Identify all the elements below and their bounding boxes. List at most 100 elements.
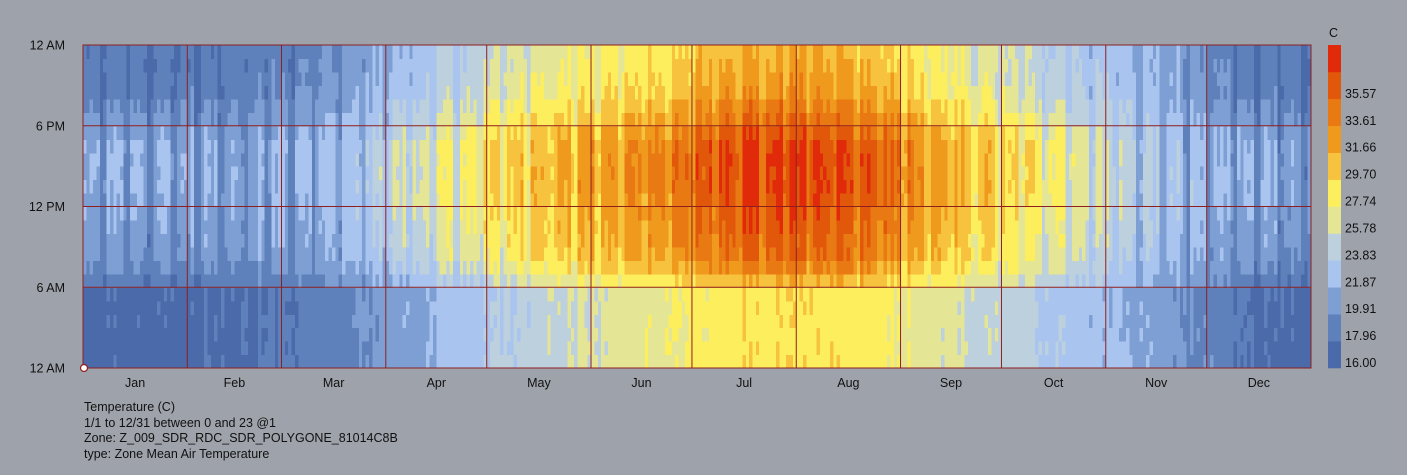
heat-cell xyxy=(560,327,565,342)
heat-cell xyxy=(520,273,525,288)
heat-cell xyxy=(298,58,303,73)
heat-cell xyxy=(217,233,222,248)
heat-cell xyxy=(163,327,168,342)
heat-cell xyxy=(385,193,390,208)
heat-cell xyxy=(574,260,579,275)
heat-cell xyxy=(550,314,555,329)
heat-cell xyxy=(483,71,488,86)
heat-cell xyxy=(597,112,602,127)
heat-cell xyxy=(338,273,343,288)
heat-cell xyxy=(311,354,316,369)
heat-cell xyxy=(466,341,471,356)
heat-cell xyxy=(769,219,774,235)
heat-cell xyxy=(113,193,118,208)
heat-cell xyxy=(328,166,333,181)
heat-cell xyxy=(621,193,626,208)
heat-cell xyxy=(473,71,478,86)
heat-cell xyxy=(594,260,599,275)
heat-cell xyxy=(691,314,696,329)
heat-cell xyxy=(120,219,124,235)
heat-cell xyxy=(702,179,707,194)
heat-cell xyxy=(389,273,394,288)
heat-cell xyxy=(429,219,434,235)
heat-cell xyxy=(389,341,394,356)
heat-cell xyxy=(496,85,501,100)
heat-cell xyxy=(402,206,407,221)
heat-cell xyxy=(308,219,313,235)
heat-cell xyxy=(513,273,518,288)
heat-cell xyxy=(399,166,404,181)
heat-cell xyxy=(759,98,764,113)
heat-cell xyxy=(355,287,360,302)
heat-cell xyxy=(321,152,326,167)
heat-cell xyxy=(190,98,195,113)
heat-cell xyxy=(597,45,602,60)
heat-cell xyxy=(678,314,683,329)
heat-cell xyxy=(493,98,498,113)
heat-cell xyxy=(264,233,269,248)
heat-cell xyxy=(665,71,669,86)
heat-cell xyxy=(247,327,252,342)
heat-cell xyxy=(419,233,424,248)
heat-cell xyxy=(241,139,246,154)
heat-cell xyxy=(247,341,252,356)
heat-cell xyxy=(442,98,447,113)
heat-cell xyxy=(611,246,616,261)
heat-cell xyxy=(379,152,384,167)
heat-cell xyxy=(237,233,242,248)
heat-cell xyxy=(772,45,777,60)
heat-cell xyxy=(234,341,239,356)
heat-cell xyxy=(439,260,444,275)
heat-cell xyxy=(725,206,730,221)
heat-cell xyxy=(577,260,582,275)
heat-cell xyxy=(113,58,118,73)
heat-cell xyxy=(641,246,646,261)
heat-cell xyxy=(779,354,784,369)
heat-cell xyxy=(665,300,669,315)
heat-cell xyxy=(405,246,410,261)
heat-cell xyxy=(500,71,505,86)
heat-cell xyxy=(416,71,421,86)
heat-cell xyxy=(358,179,363,194)
heat-cell xyxy=(244,125,249,140)
heat-cell xyxy=(490,341,495,356)
heat-cell xyxy=(527,273,532,288)
heat-cell xyxy=(412,273,417,288)
heat-cell xyxy=(665,166,669,181)
heat-cell xyxy=(547,152,552,167)
heat-cell xyxy=(554,327,558,342)
heat-cell xyxy=(762,341,767,356)
heat-cell xyxy=(436,354,441,369)
heat-cell xyxy=(597,71,602,86)
heat-cell xyxy=(665,246,669,261)
heat-cell xyxy=(244,233,249,248)
heat-cell xyxy=(577,246,582,261)
heat-cell xyxy=(335,341,340,356)
heat-cell xyxy=(422,45,427,60)
heat-cell xyxy=(183,71,188,86)
heat-cell xyxy=(308,152,313,167)
heat-cell xyxy=(214,219,219,235)
heat-cell xyxy=(123,125,128,140)
heat-cell xyxy=(217,260,222,275)
heat-cell xyxy=(227,206,232,221)
heat-cell xyxy=(708,273,713,288)
heat-cell xyxy=(120,125,124,140)
heat-cell xyxy=(678,166,683,181)
heat-cell xyxy=(453,98,458,113)
heat-cell xyxy=(476,300,481,315)
heat-cell xyxy=(577,71,582,86)
heat-cell xyxy=(335,71,340,86)
heat-cell xyxy=(732,125,737,140)
heat-cell xyxy=(550,112,555,127)
heat-cell xyxy=(237,85,242,100)
heat-cell xyxy=(742,71,747,86)
heat-cell xyxy=(416,354,421,369)
heat-cell xyxy=(405,287,410,302)
heat-cell xyxy=(123,193,128,208)
heat-cell xyxy=(197,300,202,315)
heat-cell xyxy=(345,139,350,154)
heat-cell xyxy=(133,58,138,73)
heat-cell xyxy=(658,85,663,100)
heat-cell xyxy=(476,152,481,167)
